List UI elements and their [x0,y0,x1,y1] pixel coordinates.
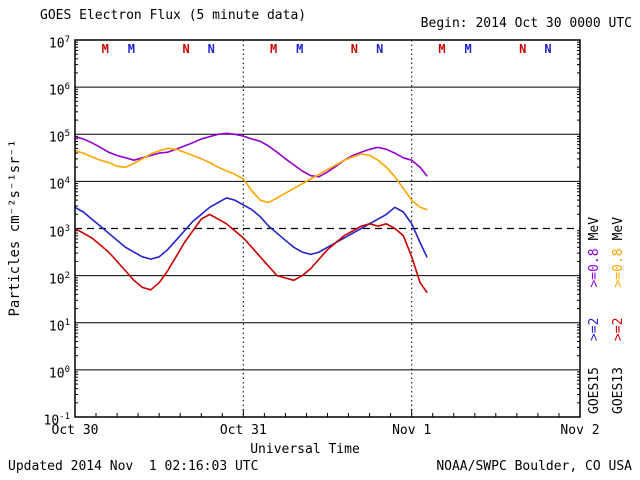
x-tick-label: Oct 31 [219,423,267,438]
y-tick-label: 102 [48,270,70,287]
legend-energy-label: >=0.8 [587,248,602,288]
local-noon-marker: N [351,42,358,56]
plot-frame [74,39,581,418]
series-goes13-0.8-mev [74,147,428,211]
local-midnight-marker: M [296,42,303,56]
y-tick-label: 10-1 [43,412,71,429]
y-tick-label: 106 [48,82,70,99]
legend-goes15: GOES15 >=2 >=0.8 MeV [587,217,603,414]
legend-unit-label: MeV [587,216,602,241]
x-tick-label: Oct 30 [51,423,99,438]
x-tick-label: Nov 2 [560,423,600,438]
local-noon-marker: N [376,42,383,56]
local-midnight-marker: M [102,42,109,56]
credit-noaa: NOAA/SWPC Boulder, CO USA [436,459,632,474]
legend-energy-label: >=2 [611,317,626,342]
legend-satellite-label: GOES13 [611,367,626,414]
series-goes15-0.8-mev [74,132,428,178]
x-tick-label: Nov 1 [392,423,432,438]
legend-energy-label: >=2 [587,317,602,342]
local-midnight-marker: M [128,42,135,56]
legend-unit-label: MeV [611,216,626,241]
x-axis-title: Universal Time [250,442,360,457]
y-axis-title: Particles cm⁻²s⁻¹sr⁻¹ [7,139,23,317]
y-tick-label: 103 [48,223,70,240]
series-goes13-2-mev [74,213,428,293]
updated-timestamp: Updated 2014 Nov 1 02:16:03 UTC [8,459,259,474]
y-tick-label: 105 [48,129,70,146]
legend-energy-label: >=0.8 [611,248,626,288]
legend-goes13: GOES13 >=2 >=0.8 MeV [611,217,627,414]
chart-title: GOES Electron Flux (5 minute data) [40,8,307,23]
y-tick-label: 100 [48,364,70,382]
y-tick-label: 107 [48,35,70,52]
y-tick-label: 101 [48,317,70,335]
begin-timestamp: Begin: 2014 Oct 30 0000 UTC [420,16,632,31]
local-noon-marker: N [182,42,189,56]
local-midnight-marker: M [438,42,445,56]
local-midnight-marker: M [464,42,471,56]
y-tick-label: 104 [48,176,70,193]
legend-satellite-label: GOES15 [587,367,602,414]
local-noon-marker: N [208,42,215,56]
local-noon-marker: N [544,42,551,56]
local-midnight-marker: M [270,42,277,56]
local-noon-marker: N [519,42,526,56]
